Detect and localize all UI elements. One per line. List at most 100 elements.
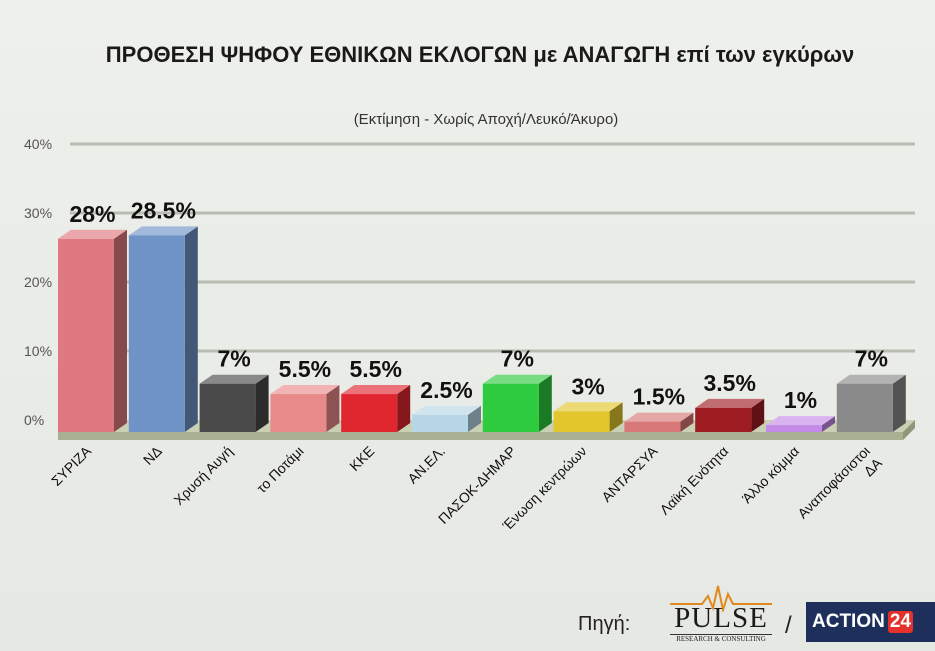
y-tick-label: 30% xyxy=(24,205,52,221)
bar xyxy=(128,226,198,432)
pulse-wave-icon xyxy=(670,585,772,612)
logo-separator: / xyxy=(785,612,792,639)
bar xyxy=(624,412,694,432)
bar-side xyxy=(609,402,623,432)
x-tick-label: Χρυσή Αυγή xyxy=(170,443,235,508)
bar-front xyxy=(128,235,185,432)
bar-front xyxy=(482,383,539,432)
bar xyxy=(341,385,411,432)
x-tick-label: ΑΝ.ΕΛ. xyxy=(404,443,448,487)
bar-side xyxy=(751,398,765,432)
x-tick-label-line: ΝΔ xyxy=(140,443,165,468)
bar-side xyxy=(680,412,694,432)
x-tick-label: ΝΔ xyxy=(140,443,165,468)
bar-side xyxy=(468,405,481,432)
x-tick-label-line: ΑΝ.ΕΛ. xyxy=(404,443,448,487)
value-labels: 28% 28.5% 7% 5.5% 5.5% 2.5% 7% 3% 1.5% 3.5% 1% 7% xyxy=(69,197,887,413)
value-label: 1.5% xyxy=(633,384,685,410)
bar xyxy=(58,229,127,432)
bar-front xyxy=(624,421,681,432)
bar-top xyxy=(624,412,694,422)
bar-side xyxy=(892,374,906,432)
bar xyxy=(695,398,765,432)
bar-side xyxy=(822,416,835,432)
action24-logo-number: 24 xyxy=(887,611,913,633)
floor-side xyxy=(903,420,915,440)
x-tick-label: ΑΝΤΑΡΣΥΑ xyxy=(598,442,661,505)
bar-top xyxy=(482,374,552,384)
bar-front xyxy=(766,425,822,432)
x-tick-label: ΑναποφάσιστοιΔΑ xyxy=(794,442,885,533)
x-tick-label: ΚΚΕ xyxy=(346,443,377,474)
y-tick-label: 40% xyxy=(24,136,52,152)
bar xyxy=(270,385,340,432)
x-tick-label: το Ποτάμι xyxy=(253,443,306,496)
bar-top xyxy=(836,374,906,384)
bar xyxy=(766,416,835,432)
x-axis-labels: ΣΥΡΙΖΑ ΝΔ Χρυσή Αυγή το Ποτάμι ΚΚΕ ΑΝ.ΕΛ.ΠΑΣΟ… xyxy=(48,442,885,534)
bar-top xyxy=(553,402,623,412)
x-tick-label-line: Αναποφάσιστοι xyxy=(794,443,873,522)
action24-logo-text: ACTION xyxy=(812,611,885,632)
value-label: 2.5% xyxy=(420,377,472,403)
bar-front xyxy=(58,238,114,432)
bar-side xyxy=(326,385,340,432)
bars xyxy=(58,226,906,432)
bar xyxy=(412,405,481,432)
floor-front xyxy=(58,432,903,440)
x-tick-label-line: ΚΚΕ xyxy=(346,443,377,474)
bar-front xyxy=(695,407,752,432)
bar-side xyxy=(397,385,411,432)
bar-front xyxy=(553,411,610,432)
bar-chart: 0% 10% 20% 30% 40% 28% 28.5% 7% 5.5% 5.5% 2.5% 7% 3… xyxy=(24,136,915,534)
x-tick-label-line: Λαϊκή Ενότητα xyxy=(656,443,731,518)
x-tick-label-line: το Ποτάμι xyxy=(253,443,306,496)
bar-front xyxy=(341,394,398,432)
x-tick-label: Άλλο κόμμα xyxy=(739,443,802,506)
chart-title: ΠΡΟΘΕΣΗ ΨΗΦΟΥ ΕΘΝΙΚΩΝ ΕΚΛΟΓΩΝ με ΑΝΑΓΩΓΗ… xyxy=(105,42,855,67)
x-tick-label-line: ΑΝΤΑΡΣΥΑ xyxy=(598,442,661,505)
bar-front xyxy=(836,383,893,432)
value-label: 28.5% xyxy=(131,197,196,223)
bar-top xyxy=(199,374,269,384)
x-tick-label: ΣΥΡΙΖΑ xyxy=(48,442,95,489)
value-label: 5.5% xyxy=(349,356,401,382)
value-label: 7% xyxy=(855,346,888,372)
action24-logo: ACTION 24 xyxy=(806,602,935,642)
bar-side xyxy=(538,374,552,432)
bar-top xyxy=(341,385,411,395)
bar-top xyxy=(270,385,340,395)
value-label: 1% xyxy=(784,387,817,413)
bar-top xyxy=(58,229,127,239)
x-tick-label: Λαϊκή Ενότητα xyxy=(656,443,731,518)
y-tick-label: 20% xyxy=(24,274,52,290)
bar-front xyxy=(199,383,256,432)
bar xyxy=(836,374,906,432)
y-tick-label: 10% xyxy=(24,343,52,359)
value-label: 3.5% xyxy=(703,370,755,396)
bar-side xyxy=(255,374,269,432)
x-tick-label-line: Άλλο κόμμα xyxy=(739,443,802,506)
value-label: 3% xyxy=(571,373,604,399)
value-label: 28% xyxy=(69,201,115,227)
value-label: 5.5% xyxy=(279,356,331,382)
value-label: 7% xyxy=(501,346,534,372)
x-tick-label-line: Χρυσή Αυγή xyxy=(170,443,235,508)
bar-top xyxy=(695,398,765,408)
pulse-logo: PULSE RESEARCH & CONSULTING xyxy=(668,582,774,644)
bar-side xyxy=(114,229,127,432)
pulse-logo-text: PULSE xyxy=(674,602,768,634)
value-label: 7% xyxy=(217,346,250,372)
bar-top xyxy=(412,405,481,415)
source-label: Πηγή: xyxy=(578,613,631,635)
y-axis-ticks: 0% 10% 20% 30% 40% xyxy=(24,136,52,428)
chart-subtitle: (Εκτίμηση - Χωρίς Αποχή/Λευκό/Άκυρο) xyxy=(353,111,619,128)
bar xyxy=(482,374,552,432)
bar xyxy=(553,402,623,432)
bar-side xyxy=(184,226,198,432)
pulse-logo-subtext: RESEARCH & CONSULTING xyxy=(670,634,772,643)
bar xyxy=(199,374,269,432)
bar-front xyxy=(412,414,468,432)
gridlines xyxy=(70,142,915,353)
